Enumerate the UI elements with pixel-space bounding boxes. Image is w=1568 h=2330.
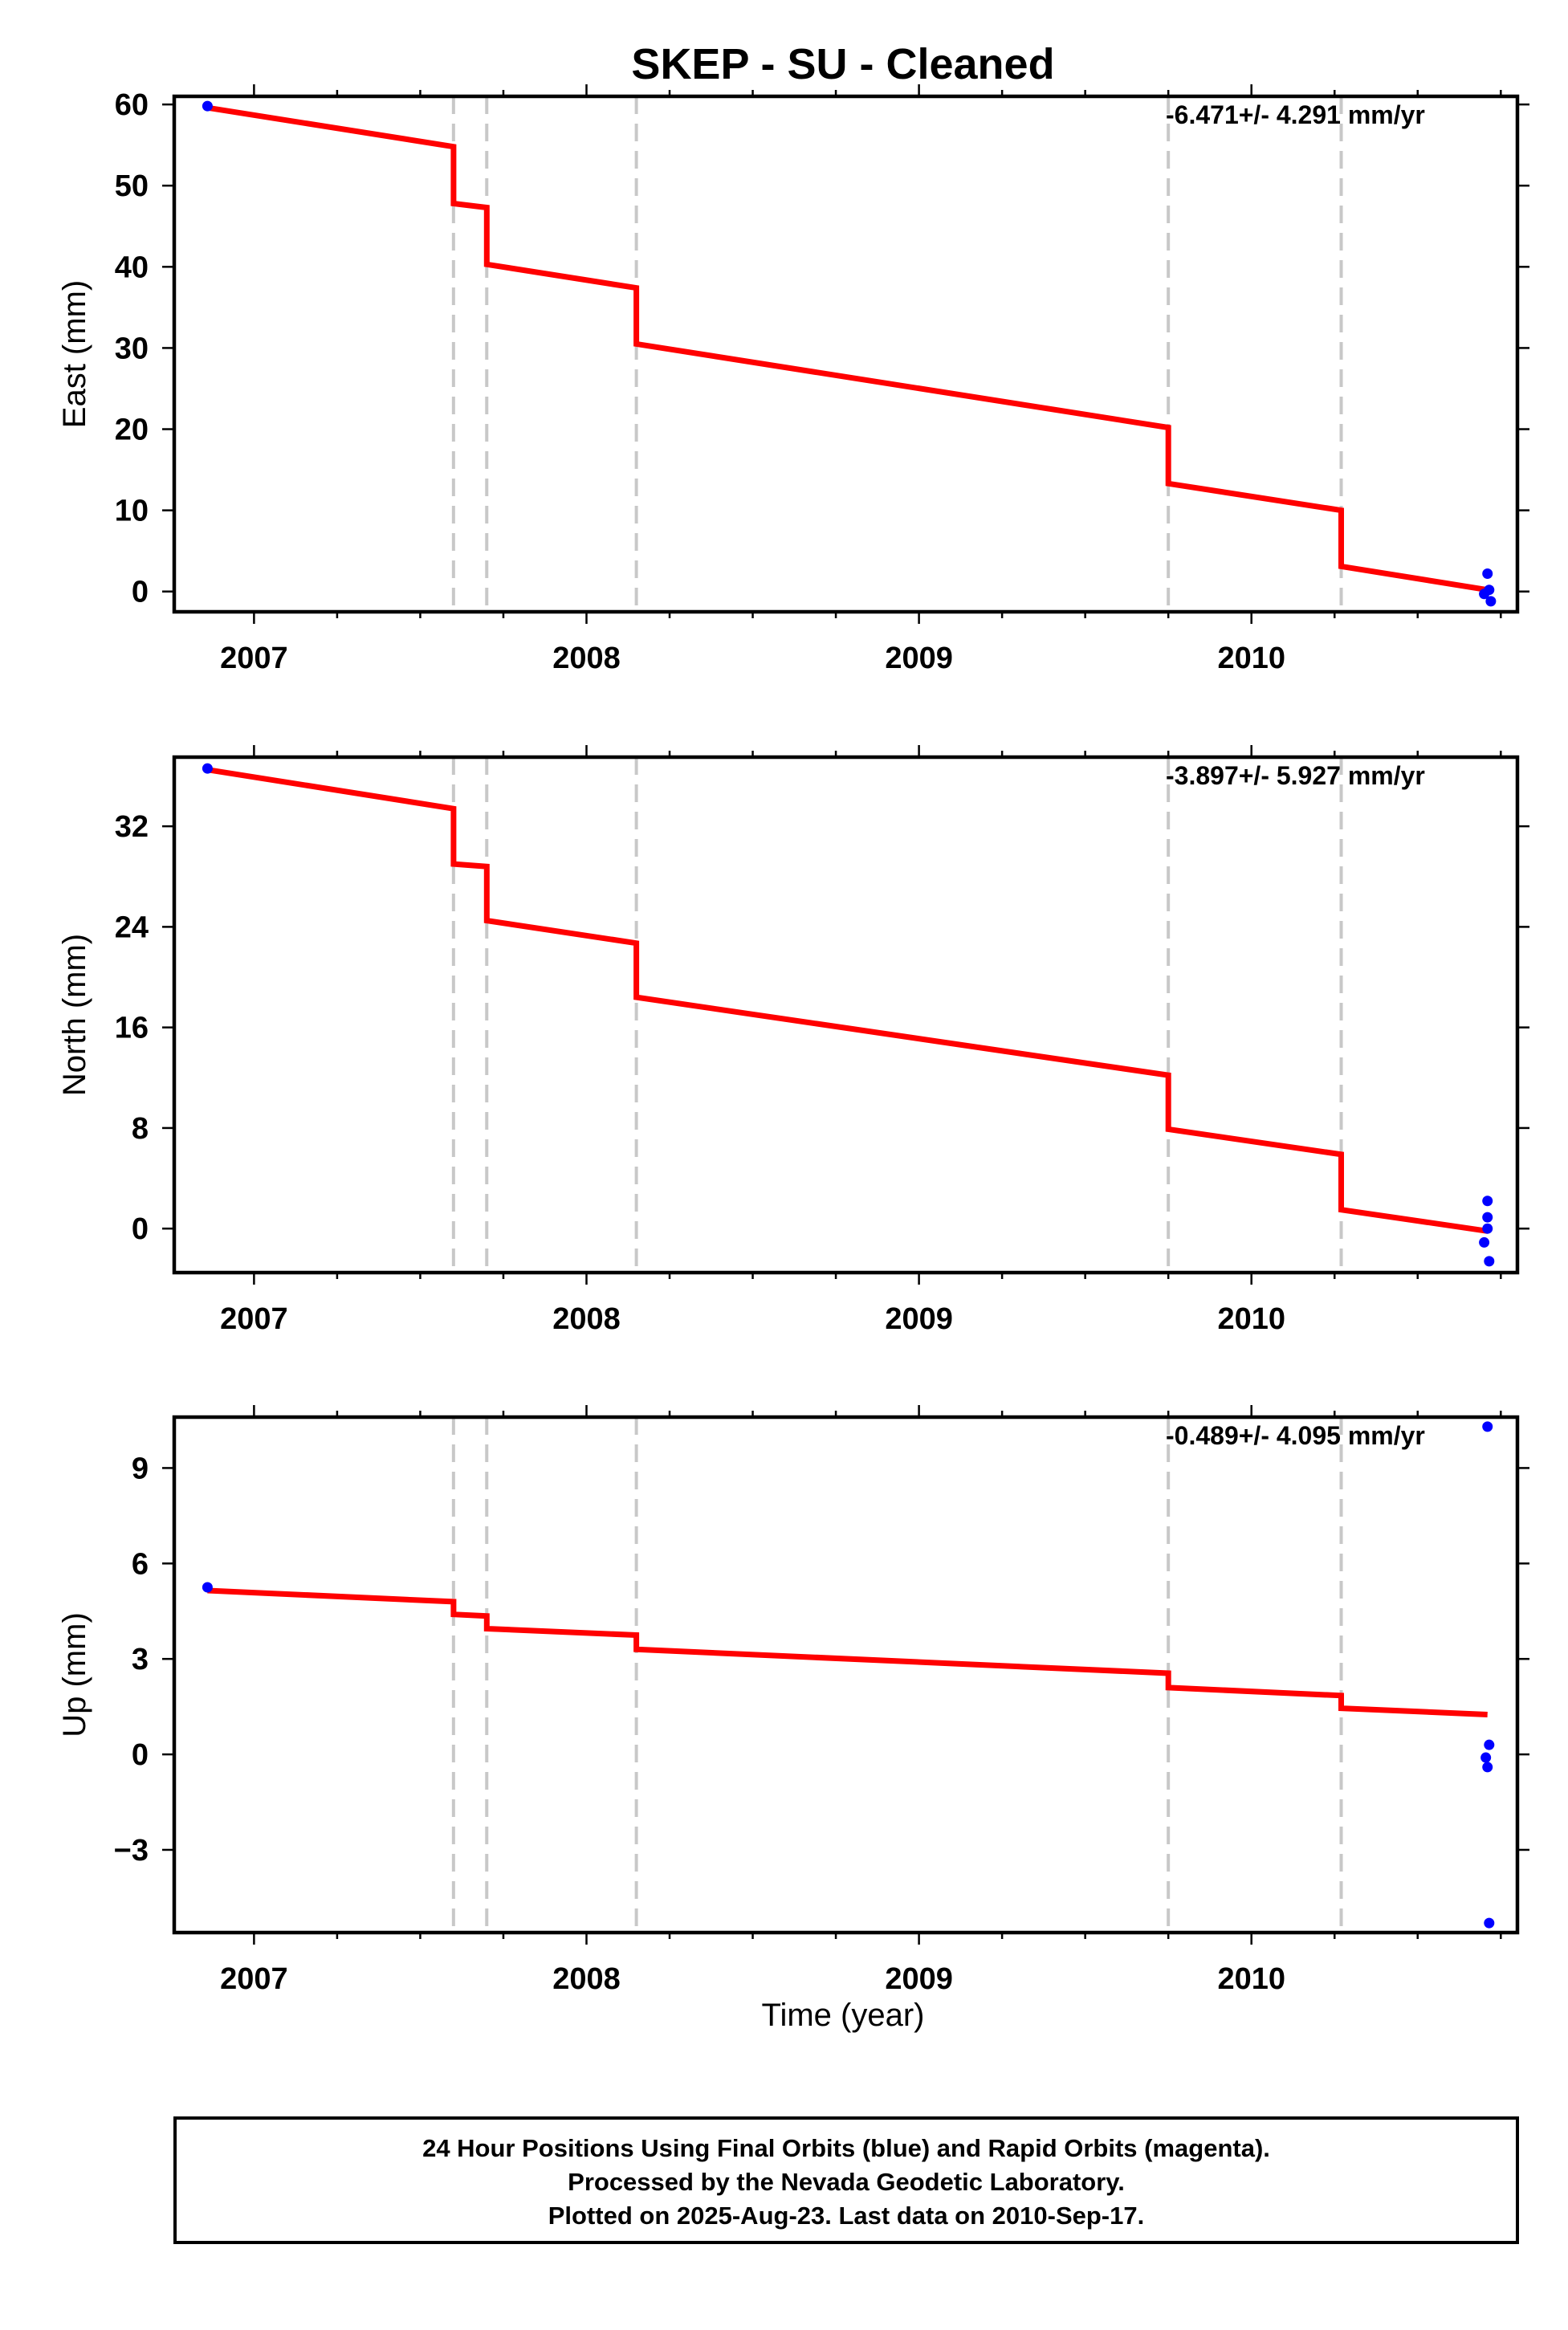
up-fit-line [207,1587,1488,1717]
north-data-point [1482,1223,1493,1234]
north-y-tick-label: 8 [132,1112,149,1146]
east-x-tick-label: 2010 [1217,642,1285,675]
north-x-tick-label: 2008 [552,1302,621,1336]
footer-line-3: Plotted on 2025-Aug-23. Last data on 201… [548,2202,1144,2230]
up-y-tick-label: 0 [132,1738,149,1772]
north-data-point [1482,1196,1493,1207]
footer-frame [173,2116,1519,2244]
footer-box: 24 Hour Positions Using Final Orbits (bl… [173,2116,1519,2244]
east-y-tick-label: 30 [115,332,149,365]
footer-line-1: 24 Hour Positions Using Final Orbits (bl… [422,2134,1270,2162]
north-x-tick-label: 2009 [885,1302,953,1336]
east-y-tick-label: 60 [115,88,149,122]
north-rate-label: -3.897+/- 5.927 mm/yr [1166,761,1425,790]
up-y-tick-label: 3 [132,1643,149,1676]
north-y-tick-label: 24 [115,910,149,944]
north-y-tick-label: 0 [132,1212,149,1246]
north-y-axis-label: North (mm) [57,934,92,1096]
east-data-point [1482,568,1493,579]
east-rate-label: -6.471+/- 4.291 mm/yr [1166,100,1425,129]
north-y-tick-label: 32 [115,810,149,844]
east-data-point [1484,585,1495,596]
east-data-point [1485,596,1497,607]
north-plot-frame [172,755,1520,1275]
up-y-tick-label: 6 [132,1547,149,1581]
up-panel: 2007 2008 2009 2010 −3 0 3 6 9 Up (mm) -0.489+/- 4… [57,1405,1529,1996]
north-data-point [1482,1212,1493,1223]
up-rate-label: -0.489+/- 4.095 mm/yr [1166,1421,1425,1450]
up-x-tick-label: 2008 [552,1962,621,1996]
east-data-point [202,100,213,112]
up-data-point [202,1582,213,1593]
footer-line-2: Processed by the Nevada Geodetic Laborat… [568,2168,1125,2196]
north-x-tick-label: 2010 [1217,1302,1285,1336]
east-y-tick-label: 0 [132,576,149,609]
north-fit-line [206,767,1489,1234]
up-x-tick-label: 2007 [220,1962,288,1996]
east-y-tick-label: 10 [115,495,149,528]
up-data-point [1484,1739,1495,1750]
north-y-tick-label: 16 [115,1012,149,1045]
east-fit-line [206,104,1489,593]
up-data-point [1482,1421,1493,1432]
x-axis-label: Time (year) [762,1998,925,2033]
east-x-tick-label: 2007 [220,642,288,675]
up-data-point [1482,1762,1493,1773]
north-x-tick-label: 2007 [220,1302,288,1336]
north-data-point [1484,1256,1495,1267]
up-x-tick-label: 2010 [1217,1962,1285,1996]
up-data-point [1480,1752,1492,1763]
east-x-tick-label: 2008 [552,642,621,675]
north-data-point [1479,1236,1490,1248]
east-y-tick-label: 50 [115,169,149,203]
figure-title: SKEP - SU - Cleaned [631,40,1054,88]
up-y-tick-label: 9 [132,1452,149,1485]
up-data-point [1484,1917,1495,1929]
east-plot-frame [172,94,1520,614]
up-x-tick-label: 2009 [885,1962,953,1996]
up-plot-frame [172,1415,1520,1935]
east-x-tick-label: 2009 [885,642,953,675]
up-y-tick-label: −3 [114,1834,149,1868]
east-panel: 2007 2008 2009 2010 0 10 20 30 40 50 60 East (mm) -6… [57,84,1529,675]
east-y-axis-label: East (mm) [57,280,92,428]
north-panel: 2007 2008 2009 2010 0 8 16 24 32 North (mm) -3.897… [57,745,1529,1336]
up-y-axis-label: Up (mm) [57,1612,92,1737]
east-y-tick-label: 20 [115,413,149,447]
north-data-point [202,763,213,774]
east-y-tick-label: 40 [115,251,149,284]
